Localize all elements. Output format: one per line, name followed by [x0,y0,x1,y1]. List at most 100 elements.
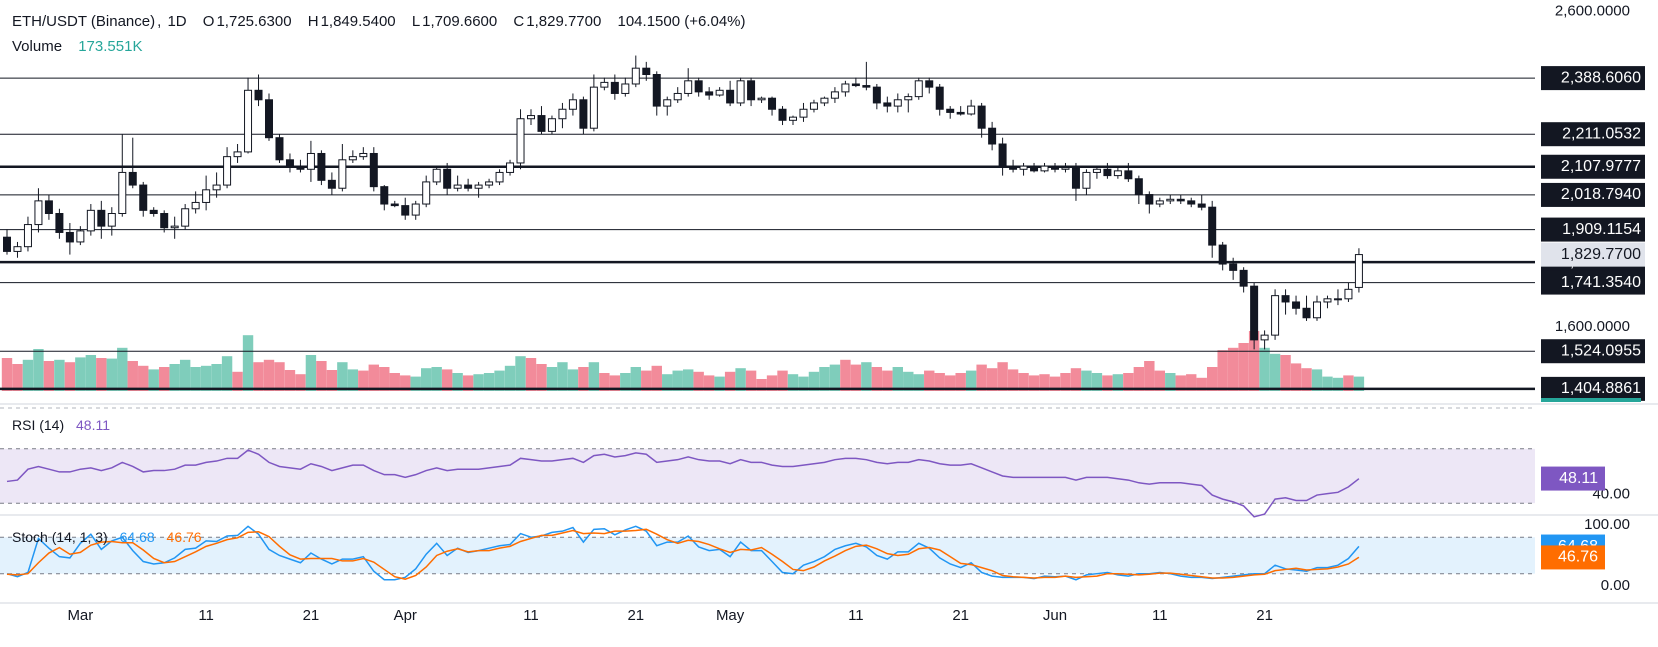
volume-bar [431,367,442,391]
volume-bar [997,362,1008,391]
volume-bar [54,359,65,391]
stoch-header: Stoch (14, 1, 3) 64.68 46.76 [12,529,202,545]
time-axis-tick: Jun [1043,607,1067,624]
volume-bar [945,375,956,391]
candle-body [139,184,148,211]
candle-body [149,209,158,215]
candle [1187,197,1196,208]
candle [527,109,535,126]
volume-bar [504,365,516,391]
volume-bar [903,371,914,391]
candle-body [160,213,169,229]
candle [789,115,797,126]
candle [34,188,43,233]
candle [652,71,661,116]
volume-bar [1353,376,1365,391]
price-level-tag-label: 1,741.3540 [1561,274,1641,291]
stoch-d-line [6,528,1360,580]
volume-bar [955,373,966,391]
candle-body [1155,200,1164,205]
candle [432,166,441,186]
candle-body [904,96,913,101]
volume-bar [588,362,600,391]
candle [1166,194,1175,205]
volume-bar [1217,350,1228,391]
candle [1333,289,1342,306]
volume-bar [337,362,348,391]
volume-bar [861,362,872,391]
volume-bar [525,358,537,391]
candle [872,83,881,110]
candle-body [275,137,284,161]
last-price-tag-label: 1,829.7700 [1561,246,1641,263]
candle [1030,162,1039,173]
stoch-d-value: 46.76 [166,529,202,545]
candle-body [747,80,756,101]
volume-bar [1175,375,1186,391]
candle [411,200,420,220]
candle-body [359,152,368,158]
candle-body [233,151,242,158]
candle [359,147,368,160]
candle [977,102,986,138]
volume-bar [1018,373,1029,391]
volume-bar [410,376,421,391]
candle-body [1281,295,1290,303]
candle-body [1145,194,1154,205]
interval-label: 1D [167,13,187,30]
candle [464,178,473,192]
candle [285,153,294,173]
volume-bar [494,370,505,391]
volume-bar [745,370,757,391]
price-level-tag-label: 1,404.8861 [1561,380,1641,397]
volume-bar [892,367,903,391]
volume-bar [1227,347,1239,391]
volume-bar [211,364,222,391]
candle-body [86,209,95,232]
candle [495,169,504,186]
volume-bar [840,359,851,391]
stoch-band [0,537,1535,574]
volume-label: Volume [12,38,63,55]
price-level-tag [1541,270,1645,295]
candle [223,147,232,189]
candle-body [579,99,588,129]
symbol-title: ETH/USDT (Binance) [12,13,156,30]
candle-body [663,99,672,107]
volume-bar [452,373,463,391]
candle-body [883,102,892,107]
volume-bar [1343,375,1354,391]
candle-body [935,86,944,110]
volume-bar [976,364,987,391]
volume-bar [986,368,998,391]
volume-bar [305,355,317,391]
candle [1229,257,1238,280]
candle [589,74,598,132]
candle [1019,162,1028,176]
candle [1061,162,1070,173]
candle [747,77,756,107]
volume-bar [1332,377,1344,391]
candle [820,96,829,107]
candle [191,191,200,214]
volume-bar [284,370,296,391]
candle-body [1354,254,1363,288]
volume-bar [85,355,97,391]
volume-bar [75,357,86,391]
volume-bar [641,370,652,391]
candle-body [547,118,556,132]
candle-body [1208,206,1217,246]
volume-bar [253,362,264,391]
candle-body [380,186,389,205]
high-label: H [307,13,319,30]
time-axis-tick: 11 [523,607,539,624]
volume-bar [221,356,233,391]
volume-bar [1007,369,1019,391]
volume-bar [756,379,767,391]
volume-bar [1269,353,1281,391]
candle [1323,295,1332,309]
candle-body [516,118,525,164]
candle-body [306,152,315,170]
candle-body [422,181,431,205]
